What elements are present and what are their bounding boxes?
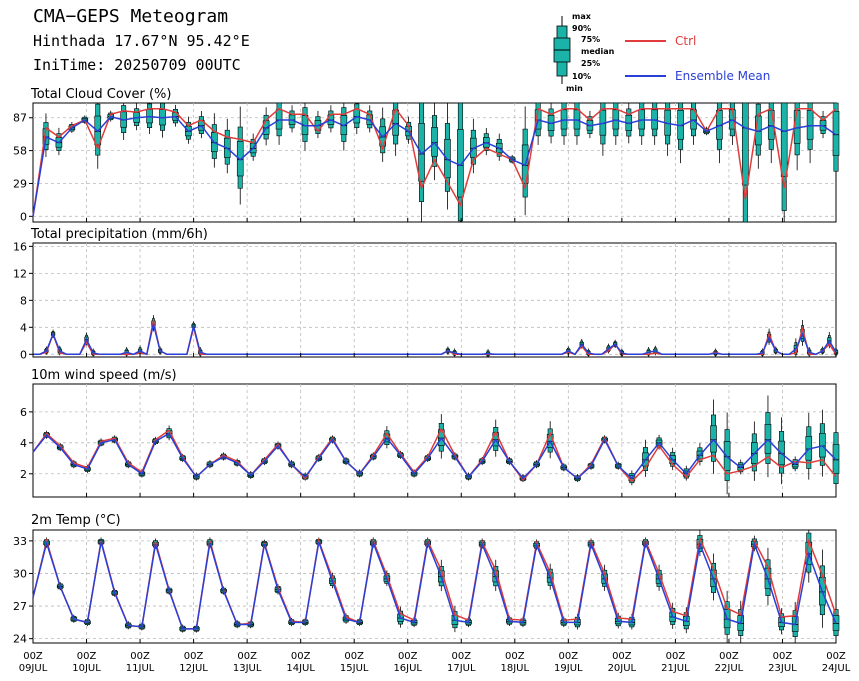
panel-3: 24 27 30 33 — [13, 529, 840, 646]
y-tick-label: 24 — [13, 633, 27, 646]
y-tick-label: 12 — [13, 267, 27, 280]
box-inner — [742, 102, 749, 186]
legend: max 90% 75% median 25% 10% min Ctrl Ense… — [553, 12, 770, 93]
time-axis: 00Z09JUL00Z10JUL00Z11JUL00Z12JUL00Z13JUL… — [19, 651, 851, 674]
legend-max-label: max — [572, 12, 592, 21]
y-tick-label: 87 — [13, 112, 27, 125]
x-tick-label-time: 00Z — [130, 651, 150, 662]
x-tick-label-date: 20JUL — [608, 663, 637, 674]
x-tick-label-time: 00Z — [77, 651, 97, 662]
legend-p25-label: 25% — [581, 59, 600, 68]
x-tick-label-date: 16JUL — [393, 663, 422, 674]
y-tick-label: 4 — [20, 437, 27, 450]
panel-1: 0 4 8 12 16 — [13, 240, 839, 361]
panel-title-cloud: Total Cloud Cover (%) — [30, 87, 171, 102]
y-tick-label: 27 — [13, 600, 27, 613]
legend-p10-label: 10% — [572, 72, 591, 81]
panel-2: 2 4 6 — [20, 383, 840, 498]
x-tick-label-date: 24JUL — [822, 663, 851, 674]
chart-title: CMA−GEPS Meteogram — [33, 6, 229, 27]
x-tick-label-time: 00Z — [23, 651, 43, 662]
y-tick-label: 0 — [20, 348, 27, 361]
panel-title-wind: 10m wind speed (m/s) — [31, 368, 177, 383]
panel-title-temp: 2m Temp (°C) — [31, 513, 121, 528]
x-tick-label-date: 17JUL — [447, 663, 476, 674]
x-tick-label-time: 00Z — [291, 651, 311, 662]
y-tick-label: 33 — [13, 535, 27, 548]
x-tick-label-date: 10JUL — [72, 663, 101, 674]
box-inner — [780, 102, 788, 177]
x-tick-label-time: 00Z — [237, 651, 257, 662]
y-tick-label: 6 — [20, 406, 27, 419]
y-tick-label: 30 — [13, 567, 27, 580]
x-tick-label-date: 21JUL — [661, 663, 690, 674]
y-tick-label: 8 — [20, 294, 27, 307]
legend-mean-label: Ensemble Mean — [675, 69, 770, 83]
legend-min-label: min — [566, 84, 583, 93]
x-tick-label-time: 00Z — [773, 651, 793, 662]
x-tick-label-time: 00Z — [559, 651, 579, 662]
legend-p90-label: 90% — [572, 24, 591, 33]
panel-0: 0 29 58 87 — [13, 102, 840, 223]
y-tick-label: 58 — [13, 145, 27, 158]
x-tick-label-time: 00Z — [184, 651, 204, 662]
x-tick-label-date: 18JUL — [501, 663, 530, 674]
x-tick-label-time: 00Z — [826, 651, 846, 662]
panel-frame — [32, 529, 837, 644]
x-tick-label-date: 12JUL — [179, 663, 208, 674]
mean-line — [32, 540, 837, 630]
x-tick-label-time: 00Z — [398, 651, 418, 662]
y-tick-label: 2 — [20, 468, 27, 481]
mean-line — [32, 115, 837, 217]
mean-line — [33, 323, 837, 356]
y-tick-label: 0 — [20, 210, 27, 223]
x-tick-label-time: 00Z — [666, 651, 686, 662]
location-label: Hinthada 17.67°N 95.42°E — [33, 32, 250, 50]
x-tick-label-date: 19JUL — [554, 663, 583, 674]
init-time-label: IniTime: 20250709 00UTC — [33, 56, 241, 74]
x-tick-label-date: 13JUL — [233, 663, 262, 674]
box-inner — [236, 141, 244, 177]
ctrl-line — [32, 427, 837, 483]
x-tick-label-date: 11JUL — [126, 663, 155, 674]
legend-median-label: median — [581, 47, 615, 56]
ctrl-line — [32, 107, 837, 217]
y-tick-label: 29 — [13, 177, 27, 190]
x-tick-label-time: 00Z — [344, 651, 364, 662]
x-tick-label-date: 14JUL — [286, 663, 315, 674]
y-tick-label: 16 — [13, 240, 27, 253]
box-inner — [806, 110, 814, 140]
x-tick-label-date: 23JUL — [768, 663, 797, 674]
panel-title-precip: Total precipitation (mm/6h) — [30, 227, 208, 242]
x-tick-label-time: 00Z — [451, 651, 471, 662]
x-tick-label-date: 09JUL — [19, 663, 48, 674]
x-tick-label-date: 15JUL — [340, 663, 369, 674]
legend-p75-label: 75% — [581, 35, 600, 44]
x-tick-label-time: 00Z — [719, 651, 739, 662]
mean-line — [32, 432, 837, 480]
x-tick-label-date: 22JUL — [715, 663, 744, 674]
y-tick-label: 4 — [20, 321, 27, 334]
legend-ctrl-label: Ctrl — [675, 34, 696, 48]
x-tick-label-time: 00Z — [505, 651, 525, 662]
x-tick-label-time: 00Z — [612, 651, 632, 662]
